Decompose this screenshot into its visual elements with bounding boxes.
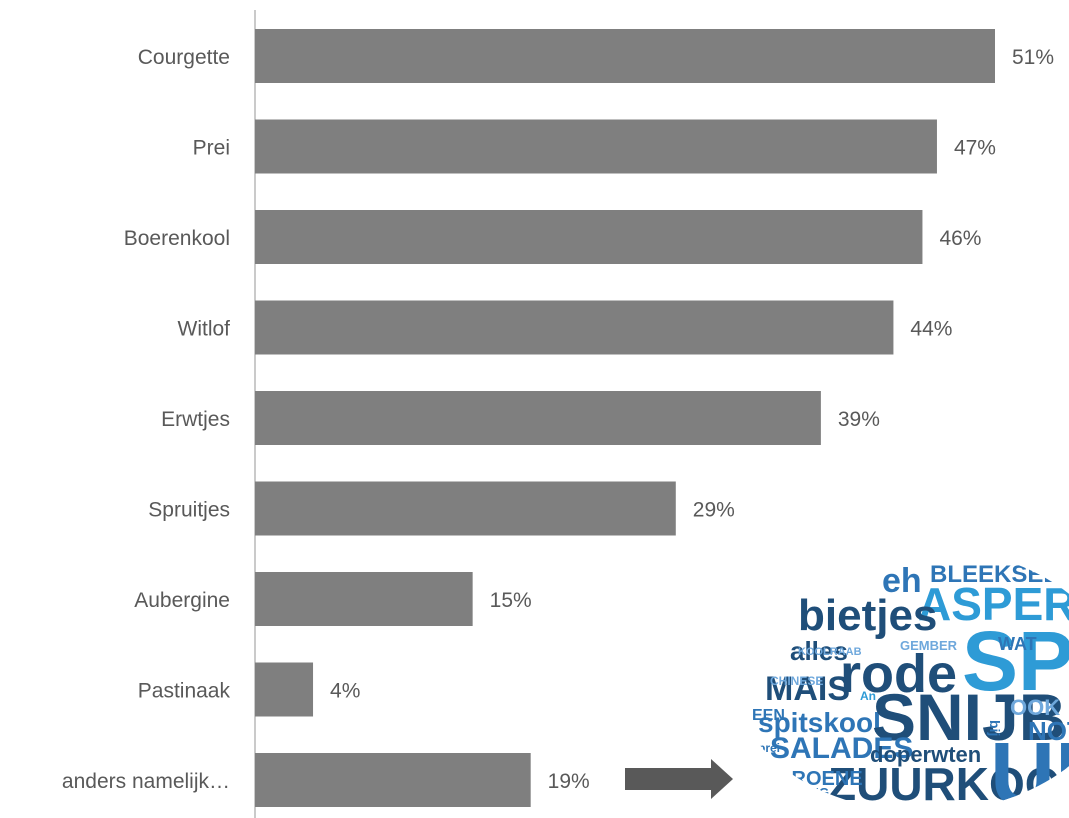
bar-7 (255, 662, 314, 717)
bar-1 (255, 119, 937, 174)
category-label-7: Pastinaak (138, 680, 231, 703)
word-cloud-word: SPI (962, 614, 1069, 708)
category-label-3: Witlof (178, 318, 231, 341)
word-cloud-word: SNIJBON (872, 680, 1069, 754)
word-cloud-word: alles (790, 636, 848, 666)
word-cloud-word: spitskool (758, 707, 881, 738)
word-cloud-image: BLEEKSELDERASPERGehbietjesallesMAISrodeS… (752, 561, 1069, 818)
category-label-6: Aubergine (134, 589, 230, 612)
bar-5 (255, 481, 676, 536)
word-cloud-word: KOOLRAAB (798, 646, 862, 658)
category-label-1: Prei (193, 137, 230, 160)
word-cloud-word: EEN (752, 707, 785, 724)
word-cloud-word: An (860, 689, 876, 703)
word-cloud-word: SALADES (770, 732, 913, 765)
bar-4 (255, 391, 821, 445)
value-label-2: 46% (939, 227, 981, 250)
word-cloud-word: bietjes (798, 591, 937, 640)
word-cloud-word: WAT (998, 634, 1037, 654)
category-label-8: anders namelijk… (62, 770, 230, 793)
bar-3 (255, 300, 894, 355)
value-label-1: 47% (954, 137, 996, 160)
word-cloud-word: MAIS (765, 670, 850, 708)
category-label-4: Erwtjes (161, 408, 230, 431)
word-cloud-word: eh (882, 562, 922, 600)
word-cloud-word: prei (758, 741, 780, 755)
bar-8 (255, 753, 531, 807)
bar-0 (255, 29, 995, 83)
value-label-4: 39% (838, 408, 880, 431)
word-cloud-word: UI (990, 725, 1069, 818)
word-cloud-word: ASPERG (918, 578, 1069, 630)
value-label-5: 29% (693, 499, 735, 522)
bar-2 (255, 210, 923, 264)
word-cloud-word: bij (987, 720, 1003, 736)
category-label-5: Spruitjes (148, 499, 230, 522)
word-cloud-word: doperwten (870, 742, 981, 767)
value-label-0: 51% (1012, 46, 1054, 69)
word-cloud-word: VULLING (772, 785, 829, 800)
bars-layer (255, 29, 995, 807)
category-label-2: Boerenkool (124, 227, 230, 250)
bar-6 (255, 572, 473, 626)
value-label-3: 44% (910, 318, 952, 341)
value-label-6: 15% (490, 589, 532, 612)
category-label-0: Courgette (138, 46, 230, 69)
value-label-8: 19% (548, 770, 590, 793)
word-cloud-word: CHINESE (770, 674, 823, 688)
word-cloud-word: OOK (1010, 695, 1060, 720)
word-cloud-word: GEMBER (900, 638, 958, 653)
arrow-right-icon (625, 759, 733, 799)
word-cloud-word: rode (840, 644, 957, 704)
value-label-7: 4% (330, 680, 360, 703)
labels-layer: Courgette 51% Prei 47% Boerenkool 46% Witlof 44… (62, 46, 1054, 793)
word-cloud-word: NOTEN (1028, 716, 1069, 746)
